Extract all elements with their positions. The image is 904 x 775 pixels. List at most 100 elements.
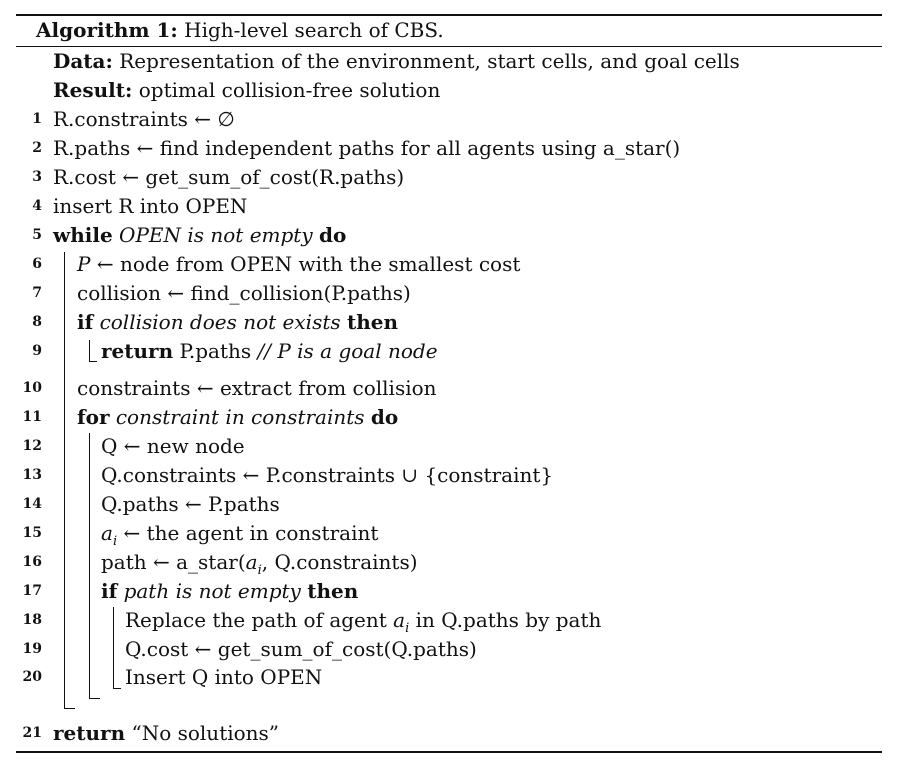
line-number: 9 [32, 343, 42, 359]
line-token: ← the agent in constraint [117, 521, 379, 545]
line-token: i [405, 621, 410, 636]
algorithm-line: return P.paths // P is a goal node [101, 338, 438, 364]
algorithm-line: ai ← the agent in constraint [101, 520, 378, 555]
line-token: // P is a goal node [257, 339, 438, 363]
algorithm-line: R.cost ← get_sum_of_cost(R.paths) [53, 164, 404, 190]
algorithm-line: Q.constraints ← P.constraints ∪ {constra… [101, 462, 553, 488]
if-block-end [89, 361, 97, 363]
line-token: R.constraints ← ∅ [53, 107, 235, 131]
line-token: Replace the path of agent [125, 608, 394, 632]
line-token: Q.cost ← get_sum_of_cost(Q.paths) [125, 637, 477, 661]
line-token: i [112, 534, 118, 549]
data-text: Representation of the environment, start… [119, 49, 740, 73]
line-token: P [77, 252, 91, 276]
line-token: ← node from OPEN with the smallest cost [90, 252, 521, 276]
line-token: constraint in constraints [115, 405, 365, 429]
algorithm-line: for constraint in constraints do [77, 404, 398, 430]
line-number: 15 [22, 525, 42, 541]
line-token: path ← a_star( [101, 550, 246, 574]
algorithm-line: Insert Q into OPEN [125, 664, 322, 690]
for-block-end [89, 698, 100, 700]
if-block-bar [89, 340, 91, 362]
line-token: “No solutions” [125, 721, 280, 745]
algorithm-line: Replace the path of agent ai in Q.paths … [125, 607, 601, 642]
data-label: Data: [53, 49, 113, 73]
line-number: 17 [22, 583, 42, 599]
line-token: for [77, 405, 110, 429]
line-token: i [257, 563, 262, 578]
algorithm-line: R.paths ← find independent paths for all… [53, 135, 680, 161]
line-token: Insert Q into OPEN [125, 665, 323, 689]
line-token: constraints ← extract from collision [77, 376, 437, 400]
line-token: collision ← find_collision(P.paths) [77, 281, 411, 305]
algorithm-line: P ← node from OPEN with the smallest cos… [77, 251, 520, 277]
line-token: Q.paths ← P.paths [101, 492, 280, 516]
top-rule [16, 14, 882, 16]
caption-rule [16, 46, 882, 48]
line-token: insert R into OPEN [53, 194, 248, 218]
caption-title: High-level search of CBS. [184, 18, 444, 42]
line-token: OPEN is not empty [119, 223, 313, 247]
algorithm-line: R.constraints ← ∅ [53, 106, 235, 132]
line-token: a [101, 521, 113, 545]
result-text: optimal collision-free solution [138, 78, 441, 102]
line-token: Q ← new node [101, 434, 245, 458]
result-label: Result: [53, 78, 133, 102]
algorithm-line: return “No solutions” [53, 720, 279, 746]
line-number: 3 [32, 169, 42, 185]
line-number: 13 [22, 467, 42, 483]
line-token: R.paths ← find independent paths for all… [53, 136, 681, 160]
line-number: 4 [32, 198, 42, 214]
line-number: 11 [22, 409, 42, 425]
algorithm-line: path ← a_star(ai, Q.constraints) [101, 549, 418, 584]
line-token: a [393, 608, 406, 632]
line-token: collision does not exists [99, 310, 341, 334]
line-token: P.paths [173, 339, 258, 363]
line-number: 5 [32, 227, 42, 243]
line-token: Q.constraints ← P.constraints ∪ {constra… [101, 463, 554, 487]
while-block-bar [64, 252, 66, 709]
line-number: 14 [22, 496, 42, 512]
caption-label: Algorithm 1: [36, 18, 178, 42]
line-number: 8 [32, 314, 42, 330]
algorithm-line: if collision does not exists then [77, 309, 398, 335]
line-token: then [307, 579, 359, 603]
line-number: 12 [22, 438, 42, 454]
if-path-block-bar [113, 607, 115, 689]
while-block-end [64, 708, 75, 710]
line-token: if [101, 579, 118, 603]
line-number: 18 [22, 612, 42, 628]
line-number: 6 [32, 256, 42, 272]
line-token: do [370, 405, 399, 429]
line-number: 2 [32, 140, 42, 156]
line-number: 1 [32, 111, 42, 127]
algorithm-line: Q.paths ← P.paths [101, 491, 280, 517]
data-line: Data: Representation of the environment,… [53, 48, 740, 74]
line-token: path is not empty [123, 579, 301, 603]
line-token: while [53, 223, 113, 247]
line-token: if [77, 310, 94, 334]
line-token: a [245, 550, 258, 574]
algorithm-line: constraints ← extract from collision [77, 375, 437, 401]
algorithm-line: collision ← find_collision(P.paths) [77, 280, 411, 306]
algorithm-line: Q ← new node [101, 433, 245, 459]
line-token: then [347, 310, 399, 334]
line-number: 16 [22, 554, 42, 570]
line-number: 10 [22, 380, 42, 396]
line-number: 20 [22, 669, 42, 685]
line-token: in Q.paths by path [409, 608, 602, 632]
algorithm-line: if path is not empty then [101, 578, 358, 604]
line-number: 21 [22, 725, 42, 741]
line-number: 7 [32, 285, 42, 301]
line-token: return [101, 339, 174, 363]
line-token: return [53, 721, 126, 745]
line-token: do [319, 223, 347, 247]
bottom-rule [16, 751, 882, 753]
algorithm-caption: Algorithm 1: High-level search of CBS. [36, 16, 444, 44]
result-line: Result: optimal collision-free solution [53, 77, 440, 103]
for-block-bar [89, 433, 91, 699]
line-number: 19 [22, 641, 42, 657]
algorithm-line: Q.cost ← get_sum_of_cost(Q.paths) [125, 636, 477, 662]
if-path-block-end [113, 688, 121, 690]
